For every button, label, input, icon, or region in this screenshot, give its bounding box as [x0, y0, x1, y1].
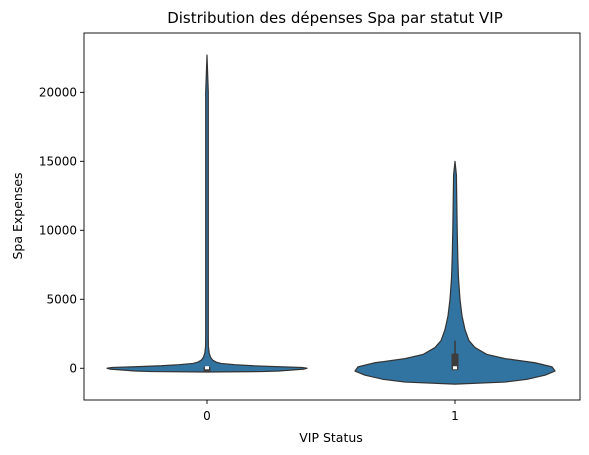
y-tick-label: 20000: [39, 85, 77, 99]
y-axis: 0 5000 10000 15000 20000: [39, 85, 84, 375]
violin-body-0: [106, 54, 308, 373]
x-axis-label: VIP Status: [299, 430, 363, 445]
violin-median-0: [205, 366, 209, 370]
y-tick-label: 10000: [39, 223, 77, 237]
chart-title: Distribution des dépenses Spa par statut…: [167, 9, 503, 27]
plot-frame: [83, 32, 581, 401]
violin-iqr-box-1: [451, 353, 459, 371]
y-tick-label: 15000: [39, 154, 77, 168]
violin-body-1: [354, 160, 556, 385]
x-tick-label: 1: [451, 409, 459, 423]
y-tick-label: 0: [69, 361, 77, 375]
y-tick-label: 5000: [46, 292, 77, 306]
y-axis-label: Spa Expenses: [10, 172, 25, 259]
violins-group: [106, 54, 556, 385]
x-tick-label: 0: [203, 409, 211, 423]
violin-median-1: [453, 366, 457, 370]
